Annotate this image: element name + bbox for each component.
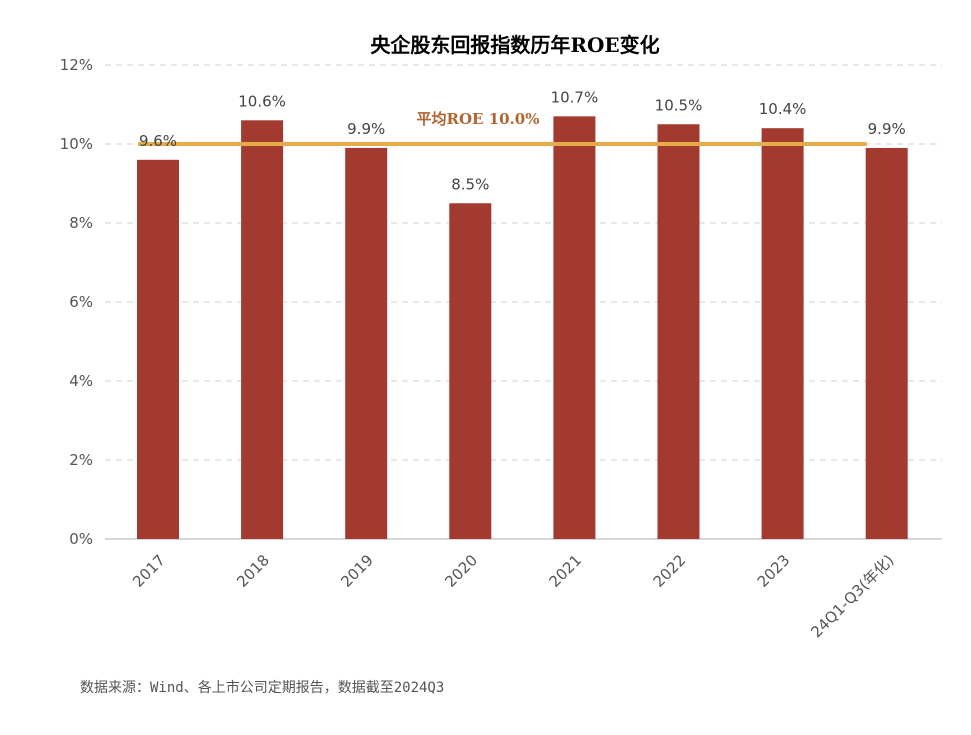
source-footnote: 数据来源：Wind、各上市公司定期报告，数据截至2024Q3: [80, 680, 445, 696]
y-tick-label: 10%: [60, 135, 93, 153]
grid-lines: [105, 64, 942, 540]
bar: [553, 116, 596, 539]
data-label: 10.7%: [551, 88, 599, 106]
chart-title: 央企股东回报指数历年ROE变化: [370, 33, 659, 57]
y-tick-label: 8%: [69, 214, 93, 232]
data-labels: 9.6% 10.6% 9.9% 8.5% 10.7% 10.5% 10.4% 9.9%: [139, 88, 906, 193]
x-axis-ticks: 2017 2018 2019 2020 2021 2022 2023 24Q1-Q3(年化): [129, 551, 897, 641]
data-label: 9.6%: [139, 132, 177, 150]
y-tick-label: 0%: [69, 530, 93, 548]
bars: [137, 116, 908, 540]
y-tick-label: 6%: [69, 293, 93, 311]
x-tick-label: 2018: [233, 551, 273, 591]
data-label: 10.5%: [655, 96, 703, 114]
bar: [865, 147, 908, 539]
y-tick-label: 12%: [60, 56, 93, 74]
x-tick-label: 2017: [129, 551, 169, 591]
y-tick-label: 4%: [69, 372, 93, 390]
average-line-label: 平均ROE 10.0%: [417, 110, 540, 128]
data-label: 9.9%: [347, 120, 385, 138]
data-label: 8.5%: [451, 175, 489, 193]
x-tick-label: 24Q1-Q3(年化): [807, 551, 897, 641]
x-tick-label: 2021: [545, 551, 585, 591]
x-tick-label: 2022: [650, 551, 690, 591]
data-label: 9.9%: [868, 120, 906, 138]
y-tick-label: 2%: [69, 451, 93, 469]
bar: [137, 159, 179, 540]
bar: [761, 128, 804, 539]
x-tick-label: 2023: [754, 551, 794, 591]
bar: [241, 120, 284, 540]
x-tick-label: 2019: [337, 551, 377, 591]
x-tick-label: 2020: [441, 551, 481, 591]
data-label: 10.6%: [238, 92, 286, 110]
bar: [345, 147, 388, 539]
bar: [449, 203, 492, 539]
y-axis-ticks: 0% 2% 4% 6% 8% 10% 12%: [60, 56, 93, 548]
data-label: 10.4%: [759, 100, 807, 118]
average-line-group: 平均ROE 10.0%: [138, 110, 867, 146]
bar: [657, 124, 700, 539]
